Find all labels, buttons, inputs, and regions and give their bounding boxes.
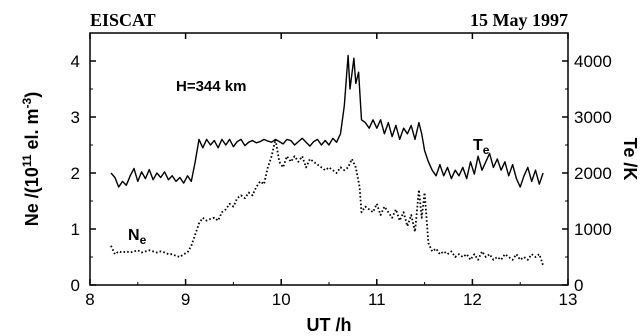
ne-label-main: N: [128, 227, 140, 244]
y-left-label-mid: el. m: [22, 108, 42, 154]
x-axis-ticks: 8 9 10 11 12 13: [85, 33, 577, 309]
ne-series-label: Ne: [128, 227, 147, 247]
series-layer: [110, 54, 544, 266]
chart-left-title: EISCAT: [90, 10, 156, 30]
y-right-tick-label: 1000: [574, 220, 612, 239]
y-right-tick-label: 4000: [574, 52, 612, 71]
y-left-label-end: ): [22, 92, 42, 98]
plot-frame: [89, 32, 569, 286]
y-left-tick-label: 1: [71, 220, 80, 239]
x-tick-label: 11: [368, 290, 386, 309]
y-right-axis-label: Te /K: [620, 138, 640, 181]
altitude-annotation: H=344 km: [176, 78, 246, 95]
x-tick-label: 10: [272, 290, 291, 309]
y-right-tick-label: 2000: [574, 164, 612, 183]
y-left-tick-label: 3: [71, 108, 80, 127]
y-right-tick-label: 0: [574, 276, 583, 295]
y-left-tick-label: 4: [71, 52, 80, 71]
y-left-tick-label: 2: [71, 164, 80, 183]
ne-label-sub: e: [140, 233, 147, 247]
y-left-axis-label: Ne /(1011 el. m-3): [20, 92, 42, 226]
te-series-line: [110, 54, 544, 188]
chart-right-title: 15 May 1997: [470, 10, 568, 30]
y-left-tick-label: 0: [71, 276, 80, 295]
te-label-sub: e: [483, 143, 490, 157]
x-tick-label: 12: [463, 290, 482, 309]
y-left-label-sup2: -3: [20, 97, 34, 108]
x-tick-label: 9: [181, 290, 190, 309]
x-tick-label: 8: [85, 290, 94, 309]
te-series-label: Te: [473, 137, 490, 157]
y-left-label-sup1: 11: [20, 154, 34, 167]
te-label-main: T: [473, 137, 483, 154]
y-right-tick-label: 3000: [574, 108, 612, 127]
y-right-axis-ticks: 0 1000 2000 3000 4000: [562, 52, 612, 295]
y-left-axis-ticks: 0 1 2 3 4: [71, 52, 96, 295]
x-tick-label: 13: [559, 290, 578, 309]
y-left-label-main: Ne /(10: [22, 167, 42, 226]
x-axis-label: UT /h: [307, 315, 352, 335]
